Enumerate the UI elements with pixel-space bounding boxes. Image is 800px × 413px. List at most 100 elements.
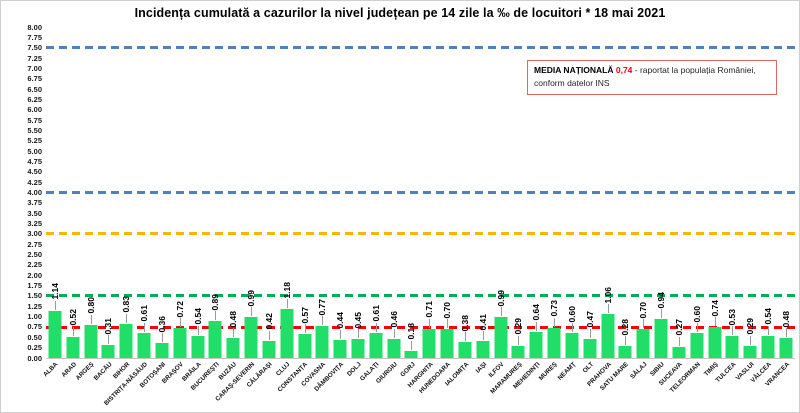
bar-column: 0.28 SATU MARE	[599, 27, 635, 392]
annotation-value: 0,74	[615, 65, 633, 75]
leader-line	[108, 335, 110, 345]
bar	[601, 314, 615, 358]
leader-line	[589, 328, 591, 338]
y-tick-label: 7.25	[27, 53, 42, 63]
bar	[547, 327, 561, 358]
leader-line	[197, 325, 199, 335]
bar-value-label: 0.48	[228, 310, 239, 328]
y-tick-label: 1.75	[27, 281, 42, 291]
leader-line	[393, 328, 395, 338]
bar-column: 0.27 SUCEAVA	[658, 27, 688, 387]
leader-line	[785, 328, 787, 338]
bar-value-label: 0.64	[531, 303, 542, 321]
bar-column: 0.99 ILFOV	[488, 27, 510, 379]
bar-value-label: 0.77	[317, 298, 328, 316]
annotation-text: - raportat la populația României,	[634, 65, 756, 75]
bar	[244, 317, 258, 358]
bar-column: 0.83 BIHOR	[112, 27, 135, 380]
bar-column: 0.61 BISTRIȚA-NĂSĂUD	[103, 27, 153, 407]
y-tick-label: 5.25	[27, 136, 42, 146]
bar-value-label: 0.47	[584, 311, 595, 328]
y-tick-label: 5.00	[27, 146, 42, 156]
bar-value-label: 0.48	[780, 310, 791, 328]
y-tick-label: 2.75	[27, 239, 42, 249]
bar-value-label: 0.31	[103, 317, 114, 335]
y-tick-label: 1.25	[27, 301, 42, 311]
bar	[743, 346, 757, 358]
bar	[351, 339, 365, 358]
bar-column: 0.77 COVASNA	[300, 27, 331, 388]
bar-column: 1.18 CLUJ	[275, 27, 296, 378]
chart-title: Incidența cumulată a cazurilor la nivel …	[134, 6, 666, 20]
bar	[315, 326, 329, 358]
annotation-text-line2: conform datelor INS	[534, 77, 610, 88]
bar-value-label: 1.18	[281, 281, 292, 299]
bar	[476, 341, 490, 358]
leader-line	[304, 324, 306, 334]
reference-line-national-average	[46, 325, 795, 329]
leader-line	[518, 336, 520, 346]
y-tick-label: 4.25	[27, 177, 42, 187]
bar	[458, 342, 472, 358]
bar-value-label: 0.52	[67, 308, 78, 326]
bar-column: 0.45 DOLJ	[346, 27, 367, 378]
bar	[583, 338, 597, 358]
leader-line	[768, 325, 770, 335]
bar-value-label: 1.06	[602, 286, 613, 304]
bar	[494, 317, 508, 358]
bar-value-label: 0.54	[763, 308, 774, 325]
bar-column: 0.99 CARAȘ-SEVERIN	[214, 27, 260, 403]
bar	[725, 336, 739, 358]
leader-line	[90, 314, 92, 324]
bar-column: 0.29 VASLUI	[734, 27, 759, 382]
leader-line	[625, 336, 627, 346]
bar-value-label: 0.45	[352, 311, 363, 329]
leader-line	[482, 331, 484, 341]
y-tick-label: 7.00	[27, 63, 42, 73]
bar-column: 0.71 HARGHITA	[406, 27, 438, 389]
bar-column: 0.72 BRAȘOV	[161, 27, 189, 385]
x-axis-line	[46, 358, 795, 359]
y-tick-label: 1.50	[27, 291, 42, 301]
leader-line	[447, 319, 449, 329]
y-tick-label: 4.00	[27, 188, 42, 197]
bar-column: 0.52 ARAD	[60, 27, 82, 379]
bar	[440, 329, 454, 358]
bar-column: 0.41 IAȘI	[474, 27, 492, 375]
bar-value-label: 0.99	[495, 289, 506, 307]
bar-value-label: 0.18	[406, 323, 417, 340]
bar	[511, 346, 525, 358]
y-tick-label: 3.75	[27, 198, 42, 208]
bar	[404, 350, 418, 358]
annotation-label: MEDIA NAȚIONALĂ	[534, 65, 614, 75]
leader-line	[411, 340, 413, 350]
bar-value-label: 0.53	[727, 308, 738, 326]
leader-line	[144, 322, 146, 332]
bar-value-label: 0.54	[192, 308, 203, 325]
bar-column: 0.44 DÂMBOVIȚA	[313, 27, 349, 393]
y-tick-label: 0.50	[27, 332, 42, 342]
leader-line	[464, 332, 466, 342]
bar-column: 0.54 BRĂILA	[181, 27, 207, 383]
bar-column: 0.31 BACĂU	[92, 27, 117, 382]
leader-line	[678, 336, 680, 346]
bar-value-label: 0.61	[370, 305, 381, 322]
bar-column: 0.94 SIBIU	[649, 27, 670, 378]
bar	[48, 310, 62, 358]
bar-column: 0.48 BUZĂU	[218, 27, 242, 382]
bar-value-label: 0.89	[210, 293, 221, 311]
national-average-annotation: MEDIA NAȚIONALĂ 0,74 - raportat la popul…	[527, 60, 777, 95]
reference-line-threshold-1.5	[46, 294, 795, 298]
bar-value-label: 0.99	[246, 289, 257, 307]
bar	[422, 328, 436, 358]
y-tick-label: 3.50	[27, 208, 42, 218]
leader-line	[661, 309, 663, 319]
bar-value-label: 0.71	[424, 301, 435, 318]
bar	[155, 343, 169, 358]
bar-value-label: 0.70	[638, 301, 649, 319]
y-tick-label: 2.50	[27, 250, 42, 260]
leader-line	[233, 328, 235, 338]
bar-value-label: 0.42	[263, 313, 274, 330]
bar-column: 0.29 MARAMUREȘ	[489, 27, 528, 395]
leader-line	[251, 307, 253, 317]
